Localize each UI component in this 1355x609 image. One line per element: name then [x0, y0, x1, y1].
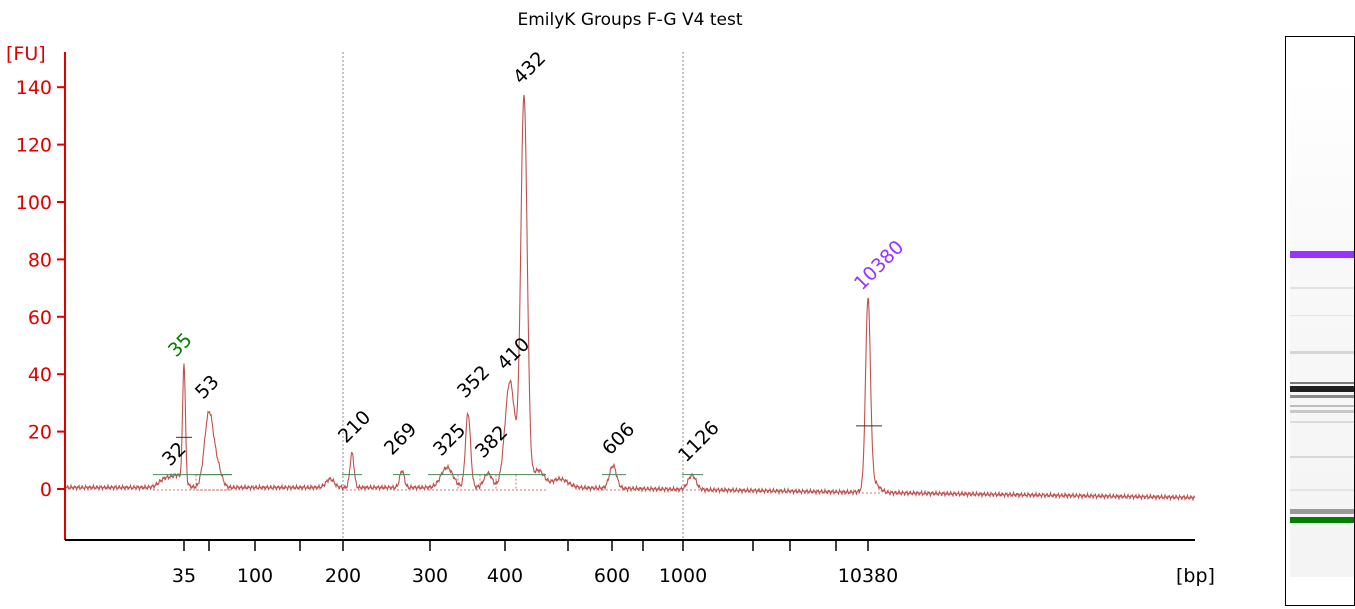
x-tick-label-1000: 1000 [659, 565, 707, 587]
gel-band-8 [1290, 410, 1354, 413]
peak-label-352: 352 [453, 361, 494, 402]
x-tick-label-100: 100 [237, 565, 273, 587]
region-dividers [342, 52, 684, 540]
electropherogram-trace [64, 94, 1196, 502]
axes: 0 20 40 60 80 100 120 140 [FU] 35 100 200 300 400 600 1… [6, 43, 1215, 587]
gel-lane [1290, 77, 1354, 577]
peak-label-53: 53 [191, 371, 224, 404]
gel-band-9 [1290, 421, 1354, 423]
gel-band-3 [1290, 351, 1354, 354]
gel-band-6 [1290, 395, 1354, 398]
gel-band-main [1290, 386, 1354, 392]
peak-label-35: 35 [164, 329, 197, 362]
peak-label-1126: 1126 [674, 417, 724, 467]
x-tick-label-10380: 10380 [838, 565, 898, 587]
gel-band-lower-marker [1290, 517, 1354, 523]
gel-band-7 [1290, 405, 1354, 407]
x-tick-label-300: 300 [412, 565, 448, 587]
gel-band-10 [1290, 456, 1354, 458]
gel-image-panel [1285, 36, 1355, 606]
y-tick-label-40: 40 [28, 364, 52, 386]
peak-label-210: 210 [334, 406, 375, 447]
gel-band-upper-marker [1290, 251, 1354, 258]
y-tick-label-140: 140 [16, 77, 52, 99]
gel-band-4 [1290, 382, 1354, 384]
x-axis-label: [bp] [1176, 565, 1215, 587]
peak-label-10380: 10380 [850, 236, 908, 294]
y-tick-label-100: 100 [16, 192, 52, 214]
peak-label-382: 382 [471, 421, 512, 462]
baseline-layer [153, 425, 882, 494]
peak-label-325: 325 [429, 419, 470, 460]
y-tick-label-120: 120 [16, 135, 52, 157]
gel-band-12 [1290, 509, 1354, 514]
gel-band-2 [1290, 315, 1354, 316]
peak-label-410: 410 [493, 333, 534, 374]
x-tick-label-200: 200 [325, 565, 361, 587]
peak-label-432: 432 [509, 47, 550, 88]
electropherogram-chart: 0 20 40 60 80 100 120 140 [FU] 35 100 200 300 400 600 1… [6, 43, 1215, 587]
gel-band-11 [1290, 489, 1354, 491]
gel-band-1 [1290, 287, 1354, 289]
y-tick-label-80: 80 [28, 249, 52, 271]
y-tick-label-60: 60 [28, 307, 52, 329]
peak-label-269: 269 [380, 418, 421, 459]
y-axis-label: [FU] [6, 43, 46, 65]
y-tick-label-0: 0 [40, 479, 52, 501]
x-tick-label-600: 600 [594, 565, 630, 587]
x-tick-label-400: 400 [487, 565, 523, 587]
y-tick-label-20: 20 [28, 422, 52, 444]
x-tick-label-35: 35 [172, 565, 196, 587]
peak-label-606: 606 [598, 418, 639, 459]
trace-layer [64, 94, 1196, 502]
chart-title: EmilyK Groups F-G V4 test [517, 10, 743, 30]
